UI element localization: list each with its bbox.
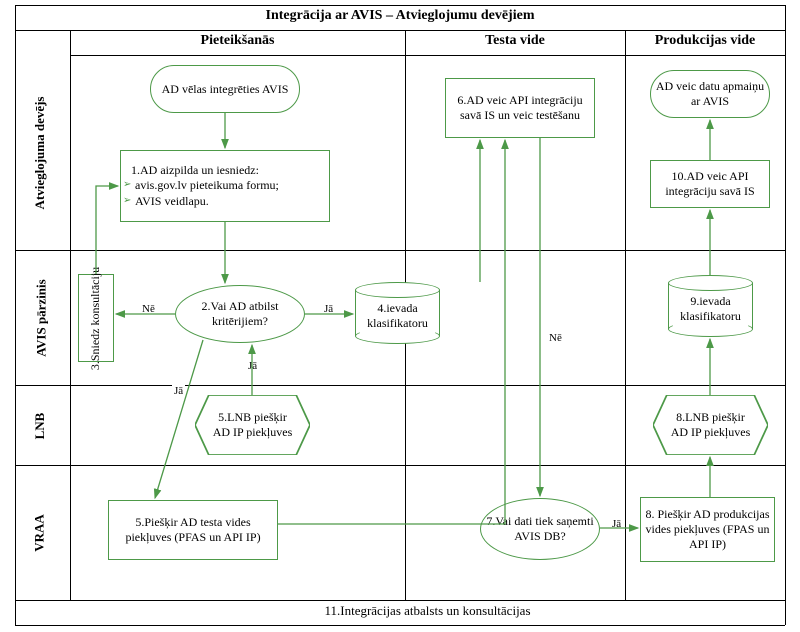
diagram-title: Integrācija ar AVIS – Atvieglojumu devēj… bbox=[15, 8, 785, 24]
diagram-canvas: Integrācija ar AVIS – Atvieglojumu devēj… bbox=[0, 0, 800, 632]
node-10-label: 10.AD veic API integrāciju savā IS bbox=[655, 169, 765, 199]
edge-label-yes-1: Jā bbox=[322, 303, 335, 315]
edge-label-no-2: Nē bbox=[547, 332, 564, 344]
node-11: 11.Integrācijas atbalsts un konsultācija… bbox=[70, 603, 785, 619]
col-header-1: Pieteikšanās bbox=[70, 33, 405, 49]
node-1-bullet-2: AVIS veidlapu. bbox=[125, 194, 279, 210]
node-1-bullet-1: avis.gov.lv pieteikuma formu; bbox=[125, 178, 279, 194]
node-7-label: 7.Vai dati tiek saņemti AVIS DB? bbox=[485, 514, 595, 544]
node-8b-label: 8. Piešķir AD produkcijas vides piekļuve… bbox=[645, 507, 770, 552]
node-4: 4.ievada klasifikatoru bbox=[355, 282, 440, 344]
node-start-label: AD vēlas integrēties AVIS bbox=[162, 82, 289, 97]
node-3-label: 3.Sniedz konsultāciju bbox=[89, 266, 104, 369]
node-6: 6.AD veic API integrāciju savā IS un vei… bbox=[445, 78, 595, 138]
node-start: AD vēlas integrēties AVIS bbox=[150, 65, 300, 113]
row-label-4: VRAA bbox=[32, 506, 48, 561]
node-8b: 8. Piešķir AD produkcijas vides piekļuve… bbox=[640, 497, 775, 562]
edge-label-no-1: Nē bbox=[140, 303, 157, 315]
node-9-label: 9.ievada klasifikatoru bbox=[668, 294, 753, 324]
node-1-head: 1.AD aizpilda un iesniedz: bbox=[125, 163, 279, 179]
node-2: 2.Vai AD atbilst kritērijiem? bbox=[175, 285, 305, 343]
row-label-2: AVIS pārzinis bbox=[34, 271, 50, 366]
node-end: AD veic datu apmaiņu ar AVIS bbox=[650, 70, 770, 118]
node-4-label: 4.ievada klasifikatoru bbox=[355, 301, 440, 331]
node-6-label: 6.AD veic API integrāciju savā IS un vei… bbox=[450, 93, 590, 123]
node-8a-label: 8.LNB piešķir AD IP piekļuves bbox=[667, 410, 754, 440]
node-2-label: 2.Vai AD atbilst kritērijiem? bbox=[180, 299, 300, 329]
node-5a: 5.LNB piešķir AD IP piekļuves bbox=[195, 395, 310, 455]
row-label-3: LNB bbox=[32, 406, 48, 446]
node-7: 7.Vai dati tiek saņemti AVIS DB? bbox=[480, 498, 600, 560]
node-8a: 8.LNB piešķir AD IP piekļuves bbox=[653, 395, 768, 455]
edge-label-yes-4: Jā bbox=[610, 518, 623, 530]
col-header-3: Produkcijas vide bbox=[625, 33, 785, 49]
node-10: 10.AD veic API integrāciju savā IS bbox=[650, 160, 770, 208]
col-header-2: Testa vide bbox=[405, 33, 625, 49]
node-5b-label: 5.Piešķir AD testa vides piekļuves (PFAS… bbox=[113, 515, 273, 545]
edge-label-yes-2: Jā bbox=[172, 385, 185, 397]
row-label-1: Atvieglojuma devējs bbox=[32, 83, 48, 223]
node-3: 3.Sniedz konsultāciju bbox=[78, 274, 114, 362]
node-9: 9.ievada klasifikatoru bbox=[668, 275, 753, 337]
node-1: 1.AD aizpilda un iesniedz: avis.gov.lv p… bbox=[120, 150, 330, 222]
node-5a-label: 5.LNB piešķir AD IP piekļuves bbox=[209, 410, 296, 440]
edge-label-yes-3: Jā bbox=[246, 360, 259, 372]
node-end-label: AD veic datu apmaiņu ar AVIS bbox=[655, 79, 765, 109]
node-5b: 5.Piešķir AD testa vides piekļuves (PFAS… bbox=[108, 500, 278, 560]
